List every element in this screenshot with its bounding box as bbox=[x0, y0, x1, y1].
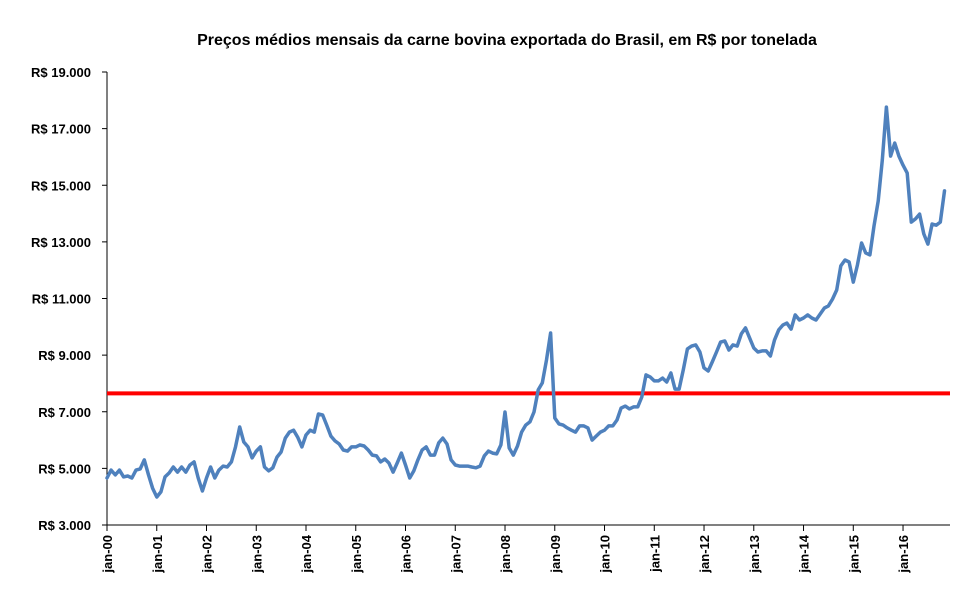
x-tick-label: jan-10 bbox=[598, 535, 613, 574]
y-tick-label: R$ 17.000 bbox=[31, 122, 91, 137]
y-tick-label: R$ 11.000 bbox=[32, 292, 91, 307]
x-tick-label: jan-06 bbox=[399, 535, 414, 574]
y-tick-label: R$ 3.000 bbox=[38, 518, 91, 533]
x-tick-label: jan-08 bbox=[498, 535, 513, 574]
y-tick-label: R$ 9.000 bbox=[38, 348, 91, 363]
chart-title: Preços médios mensais da carne bovina ex… bbox=[197, 32, 817, 49]
x-tick-label: jan-16 bbox=[896, 535, 911, 574]
x-tick-label: jan-11 bbox=[647, 535, 662, 573]
x-tick-label: jan-04 bbox=[299, 534, 314, 573]
price-series-line bbox=[105, 105, 947, 499]
x-tick-label: jan-00 bbox=[100, 535, 115, 574]
x-tick-label: jan-13 bbox=[747, 535, 762, 574]
y-tick-label: R$ 13.000 bbox=[31, 235, 91, 250]
x-tick-label: jan-05 bbox=[349, 535, 364, 574]
x-tick-label: jan-12 bbox=[697, 535, 712, 574]
x-tick-label: jan-09 bbox=[548, 535, 563, 574]
x-axis: jan-00 jan-01 jan-02 jan-03 jan-04 jan-05 jan-… bbox=[100, 524, 950, 574]
x-tick-label: jan-03 bbox=[249, 535, 264, 574]
y-tick-label: R$ 7.000 bbox=[38, 405, 91, 420]
x-tick-label: jan-01 bbox=[150, 535, 165, 574]
y-axis: R$ 3.000 R$ 5.000 R$ 7.000 R$ 9.000 R$ 11.00… bbox=[31, 65, 108, 533]
x-tick-label: jan-07 bbox=[448, 535, 463, 574]
plot-area bbox=[105, 105, 950, 499]
y-tick-label: R$ 19.000 bbox=[31, 65, 91, 80]
x-tick-label: jan-14 bbox=[797, 534, 812, 573]
x-tick-label: jan-15 bbox=[846, 535, 861, 574]
y-tick-label: R$ 5.000 bbox=[38, 461, 91, 476]
y-tick-label: R$ 15.000 bbox=[31, 178, 91, 193]
x-tick-label: jan-02 bbox=[200, 535, 215, 574]
